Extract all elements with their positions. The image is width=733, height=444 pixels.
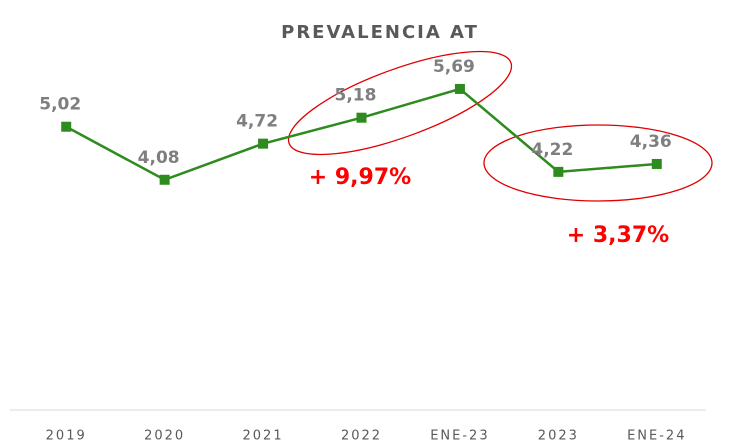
x-tick-label: 2019 bbox=[46, 429, 87, 444]
x-tick-label: 2023 bbox=[538, 429, 579, 444]
marker bbox=[651, 158, 662, 169]
data-label: 5,18 bbox=[335, 86, 377, 106]
marker bbox=[258, 138, 269, 149]
marker bbox=[61, 121, 72, 132]
annotation: + 3,37% bbox=[567, 223, 669, 248]
highlight-ellipse bbox=[287, 50, 513, 156]
data-label: 4,72 bbox=[236, 112, 278, 132]
x-tick-label: 2021 bbox=[243, 429, 284, 444]
x-tick-label: ENE-24 bbox=[627, 429, 686, 444]
highlight-ellipse bbox=[483, 124, 713, 202]
x-tick-label: 2022 bbox=[341, 429, 382, 444]
chart-title: PREVALENCIA AT bbox=[281, 22, 479, 43]
data-label: 5,02 bbox=[39, 95, 81, 115]
annotation: + 9,97% bbox=[309, 165, 411, 190]
marker bbox=[553, 166, 564, 177]
marker bbox=[454, 83, 465, 94]
x-tick-label: ENE-23 bbox=[430, 429, 489, 444]
marker bbox=[159, 174, 170, 185]
data-label: 5,69 bbox=[433, 57, 475, 77]
data-label: 4,36 bbox=[630, 132, 672, 152]
data-label: 4,08 bbox=[138, 148, 180, 168]
x-tick-label: 2020 bbox=[144, 429, 185, 444]
data-label: 4,22 bbox=[531, 140, 573, 160]
marker bbox=[356, 112, 367, 123]
